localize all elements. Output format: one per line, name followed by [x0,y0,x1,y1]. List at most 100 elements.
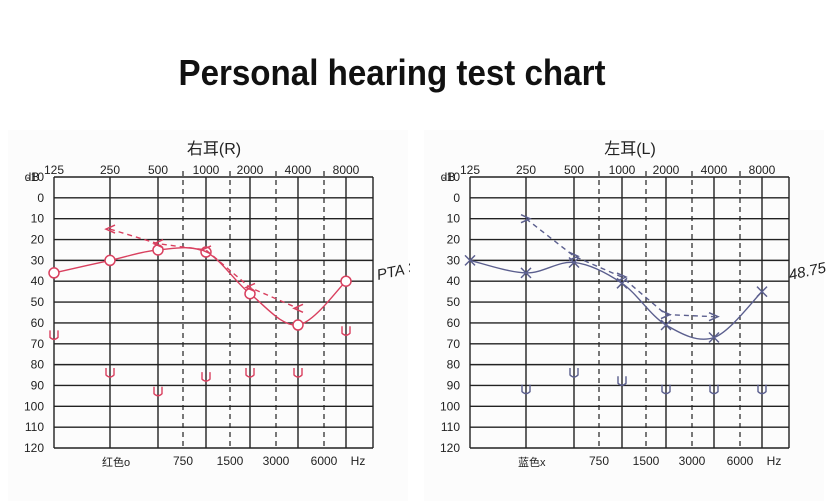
x-top-tick-label: 8000 [333,163,360,177]
data-point-air_conduction [48,267,60,279]
data-point-bone_conduction [244,282,256,293]
page-title: Personal hearing test chart [178,52,606,93]
y-tick-label: 120 [24,441,44,455]
data-point-air_conduction [292,319,304,331]
y-tick-label: 100 [24,399,44,413]
y-tick-label: 70 [31,337,45,351]
y-axis-label: dB [441,170,456,184]
y-tick-label: 90 [31,378,45,392]
y-tick-label: 60 [447,316,461,330]
data-point-air_conduction [708,331,720,344]
data-point-bone_conduction [568,251,580,261]
y-tick-label: 10 [447,212,461,226]
pta-annotation: PTA 38.75 [375,253,410,284]
y-tick-label: 30 [447,253,461,267]
left-ear-background [424,130,824,501]
data-point-bone_conduction [616,272,628,282]
data-point-masked_markers [341,326,351,336]
x-top-tick-label: 125 [460,163,480,177]
data-point-bone_conduction [660,309,672,320]
y-tick-label: 50 [447,295,461,309]
y-tick-label: 100 [440,399,460,413]
x-bottom-tick-label: 1500 [633,454,660,468]
data-point-masked_markers [569,367,579,378]
legend-note: 蓝色x [518,455,546,469]
x-bottom-tick-label: 6000 [311,454,338,468]
right-ear-background [8,130,408,501]
chart-title: 右耳(R) [187,140,241,158]
y-tick-label: 70 [447,337,461,351]
data-point-masked_markers [617,376,627,386]
x-top-tick-label: 2000 [237,163,264,177]
data-point-masked_markers [201,372,211,382]
y-tick-label: 20 [31,233,45,247]
data-point-bone_conduction [292,303,304,314]
data-point-masked_markers [105,367,115,378]
y-axis-label: dB [25,170,40,184]
data-point-masked_markers [245,367,255,378]
data-point-bone_conduction [708,311,720,322]
x-bottom-tick-label: 750 [173,454,193,468]
y-tick-label: 30 [31,253,45,267]
y-tick-label: 50 [31,295,45,309]
x-top-tick-label: 500 [148,163,168,177]
series-line-bone_conduction [525,218,715,318]
y-tick-label: 110 [441,420,460,434]
y-tick-label: 80 [31,358,45,372]
y-tick-label: -10 [27,170,45,184]
x-bottom-tick-label: 3000 [679,454,706,468]
data-point-masked_markers [49,330,59,341]
x-top-tick-label: 250 [100,163,120,177]
legend-note: 红色o [102,455,130,469]
x-bottom-tick-label: 1500 [217,454,244,468]
y-tick-label: 60 [31,316,45,330]
x-bottom-tick-label: 6000 [727,454,754,468]
x-top-tick-label: 250 [516,163,536,177]
data-point-bone_conduction [104,224,116,234]
data-point-air_conduction [340,275,352,287]
x-top-tick-label: 4000 [285,163,312,177]
y-tick-label: 110 [25,420,44,434]
x-bottom-tick-label: 750 [589,454,609,468]
x-axis-unit: Hz [767,454,782,468]
data-point-bone_conduction [152,239,164,249]
y-tick-label: 90 [447,378,461,392]
y-tick-label: 80 [447,358,461,372]
x-top-tick-label: 2000 [653,163,680,177]
x-bottom-tick-label: 3000 [263,454,290,468]
data-point-air_conduction [756,286,768,298]
data-point-air_conduction [464,254,476,266]
x-top-tick-label: 8000 [749,163,776,177]
y-tick-label: 0 [37,191,44,205]
y-tick-label: 10 [31,212,45,226]
data-point-masked_markers [293,367,303,378]
x-top-tick-label: 125 [44,163,64,177]
data-point-masked_markers [521,384,531,395]
data-point-masked_markers [661,384,671,395]
data-point-air_conduction [660,319,672,331]
x-top-tick-label: 500 [564,163,584,177]
series-line-bone_conduction [109,228,299,309]
data-point-air_conduction [104,254,116,267]
left-ear-audiogram: 左耳(L) 125 250 500 1000 2000 4000 8000 dB-10 0 10 20… [440,140,826,469]
series-line-air_conduction [469,259,763,340]
data-point-masked_markers [153,386,163,397]
data-point-masked_markers [709,384,719,395]
data-point-bone_conduction [200,245,212,255]
x-top-tick-label: 4000 [701,163,728,177]
y-tick-label: 20 [447,233,461,247]
y-tick-label: 0 [453,191,460,205]
series-line-air_conduction [53,247,347,326]
x-axis-unit: Hz [351,454,366,468]
y-tick-label: 120 [440,441,460,455]
pta-annotation: 48.75 [787,259,826,284]
x-top-tick-label: 1000 [609,163,636,177]
y-tick-label: -10 [443,170,461,184]
data-point-masked_markers [757,384,767,395]
right-ear-audiogram: 右耳(R) 125 250 500 1000 2000 4000 8000 dB-10 0 10 20… [24,140,410,469]
data-point-air_conduction [520,267,532,279]
data-point-bone_conduction [520,214,532,224]
chart-title: 左耳(L) [604,140,656,158]
y-tick-label: 40 [31,274,45,288]
x-top-tick-label: 1000 [193,163,220,177]
